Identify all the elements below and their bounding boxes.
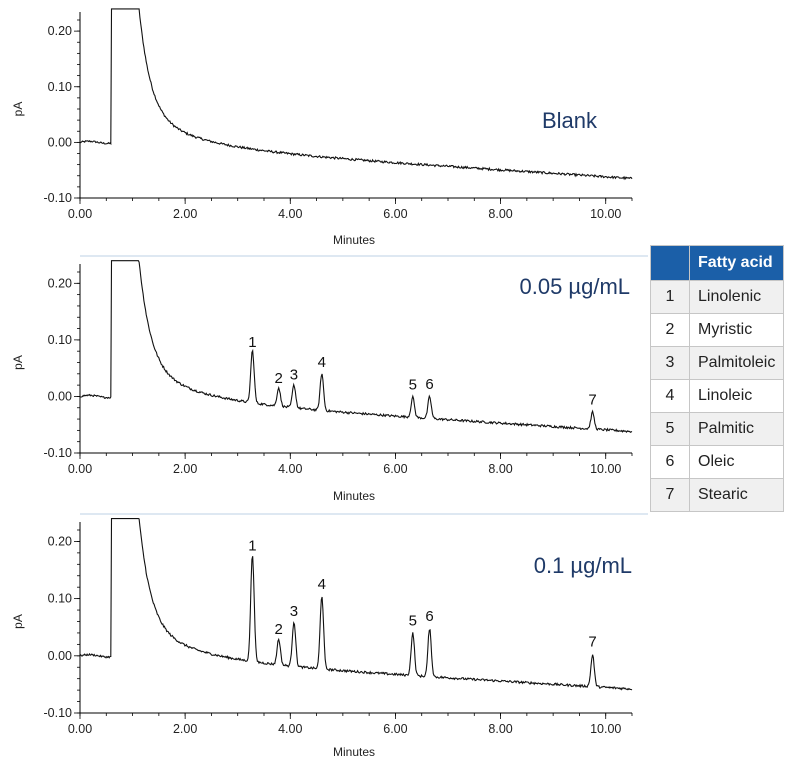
- chromatogram-panel: -0.100.000.100.200.00 2.00 4.00 6.00 8.00 10.…: [11, 518, 633, 759]
- y-tick-label: 0.10: [48, 592, 72, 606]
- peak-label: 1: [248, 334, 256, 351]
- y-axis-title: pA: [11, 102, 25, 117]
- legend-row-name: Palmitoleic: [688, 346, 785, 380]
- x-tick-label: 2.00: [173, 207, 197, 221]
- peak-label: 3: [290, 366, 298, 383]
- y-tick-label: 0.10: [48, 333, 72, 347]
- peak-label: 4: [318, 354, 326, 371]
- legend-row-name: Oleic: [688, 445, 785, 479]
- peak-label: 4: [318, 576, 326, 593]
- legend-row: 2 Myristic: [650, 313, 785, 347]
- x-axis-title: Minutes: [333, 745, 375, 759]
- x-tick-label: 4.00: [278, 207, 302, 221]
- legend-header-name: Fatty acid: [688, 245, 785, 281]
- chromatogram-trace: [79, 518, 633, 691]
- x-tick-label: 2.00: [173, 722, 197, 736]
- x-tick-label: 10.00: [590, 722, 621, 736]
- legend-row-name: Linolenic: [688, 280, 785, 314]
- peak-label: 6: [425, 608, 433, 625]
- legend-row-num: 7: [650, 478, 690, 512]
- legend-row-num: 1: [650, 280, 690, 314]
- y-tick-label: -0.10: [44, 446, 73, 460]
- x-tick-label: 8.00: [488, 207, 512, 221]
- legend-row-num: 6: [650, 445, 690, 479]
- x-axis-title: Minutes: [333, 233, 375, 247]
- legend-row-num: 4: [650, 379, 690, 413]
- y-tick-label: 0.20: [48, 276, 72, 290]
- chromatogram-panel: -0.100.000.100.200.00 2.00 4.00 6.00 8.00 10.…: [11, 260, 633, 503]
- panel-label: Blank: [542, 108, 598, 133]
- y-tick-label: -0.10: [44, 191, 73, 205]
- x-tick-label: 0.00: [68, 722, 92, 736]
- peak-label: 6: [425, 376, 433, 393]
- x-tick-label: 6.00: [383, 722, 407, 736]
- y-tick-label: 0.00: [48, 389, 72, 403]
- legend-row-name: Palmitic: [688, 412, 785, 446]
- panel-label: 0.1 µg/mL: [534, 553, 632, 578]
- legend-row-name: Myristic: [688, 313, 785, 347]
- peak-label: 5: [409, 377, 417, 394]
- legend-row: 5 Palmitic: [650, 412, 785, 446]
- peak-label: 2: [275, 370, 283, 387]
- y-tick-label: 0.10: [48, 80, 72, 94]
- chromatogram-panel: -0.10 0.00 0.10 0.20 0.00 2.00 4.00 6.00 8.00 10.…: [11, 8, 633, 247]
- peak-label: 5: [409, 613, 417, 630]
- legend-row-name: Linoleic: [688, 379, 785, 413]
- peak-label: 7: [588, 634, 596, 651]
- peak-label: 1: [248, 538, 256, 555]
- x-tick-label: 4.00: [278, 722, 302, 736]
- legend-row: 6 Oleic: [650, 445, 785, 479]
- x-tick-label: 0.00: [68, 207, 92, 221]
- x-tick-label: 4.00: [278, 462, 302, 476]
- y-tick-label: 0.20: [48, 534, 72, 548]
- legend-row-num: 2: [650, 313, 690, 347]
- y-tick-label: 0.00: [48, 135, 72, 149]
- y-tick-label: 0.00: [48, 649, 72, 663]
- legend-header-num: [650, 245, 690, 281]
- chromatogram-trace: [79, 260, 633, 434]
- legend-row-num: 5: [650, 412, 690, 446]
- peak-label: 2: [275, 621, 283, 638]
- x-tick-label: 2.00: [173, 462, 197, 476]
- panel-label: 0.05 µg/mL: [519, 274, 630, 299]
- x-tick-label: 0.00: [68, 462, 92, 476]
- peak-label: 7: [588, 391, 596, 408]
- x-tick-label: 10.00: [590, 207, 621, 221]
- x-tick-label: 6.00: [383, 207, 407, 221]
- legend-row: 7 Stearic: [650, 478, 785, 512]
- y-tick-label: -0.10: [44, 706, 73, 720]
- x-tick-label: 6.00: [383, 462, 407, 476]
- chromatogram-trace: [79, 8, 633, 181]
- peak-label: 3: [290, 603, 298, 620]
- legend-row-num: 3: [650, 346, 690, 380]
- legend-row-name: Stearic: [688, 478, 785, 512]
- legend-row: 4 Linoleic: [650, 379, 785, 413]
- x-axis-title: Minutes: [333, 489, 375, 503]
- legend-row: 3 Palmitoleic: [650, 346, 785, 380]
- x-tick-label: 8.00: [488, 722, 512, 736]
- y-axis-title: pA: [11, 614, 25, 629]
- y-axis-title: pA: [11, 355, 25, 370]
- legend-header-row: Fatty acid: [650, 245, 785, 281]
- fatty-acid-legend-table: Fatty acid 1 Linolenic 2 Myristic 3 Palm…: [650, 245, 785, 512]
- x-tick-label: 8.00: [488, 462, 512, 476]
- legend-row: 1 Linolenic: [650, 280, 785, 314]
- x-tick-label: 10.00: [590, 462, 621, 476]
- y-tick-label: 0.20: [48, 24, 72, 38]
